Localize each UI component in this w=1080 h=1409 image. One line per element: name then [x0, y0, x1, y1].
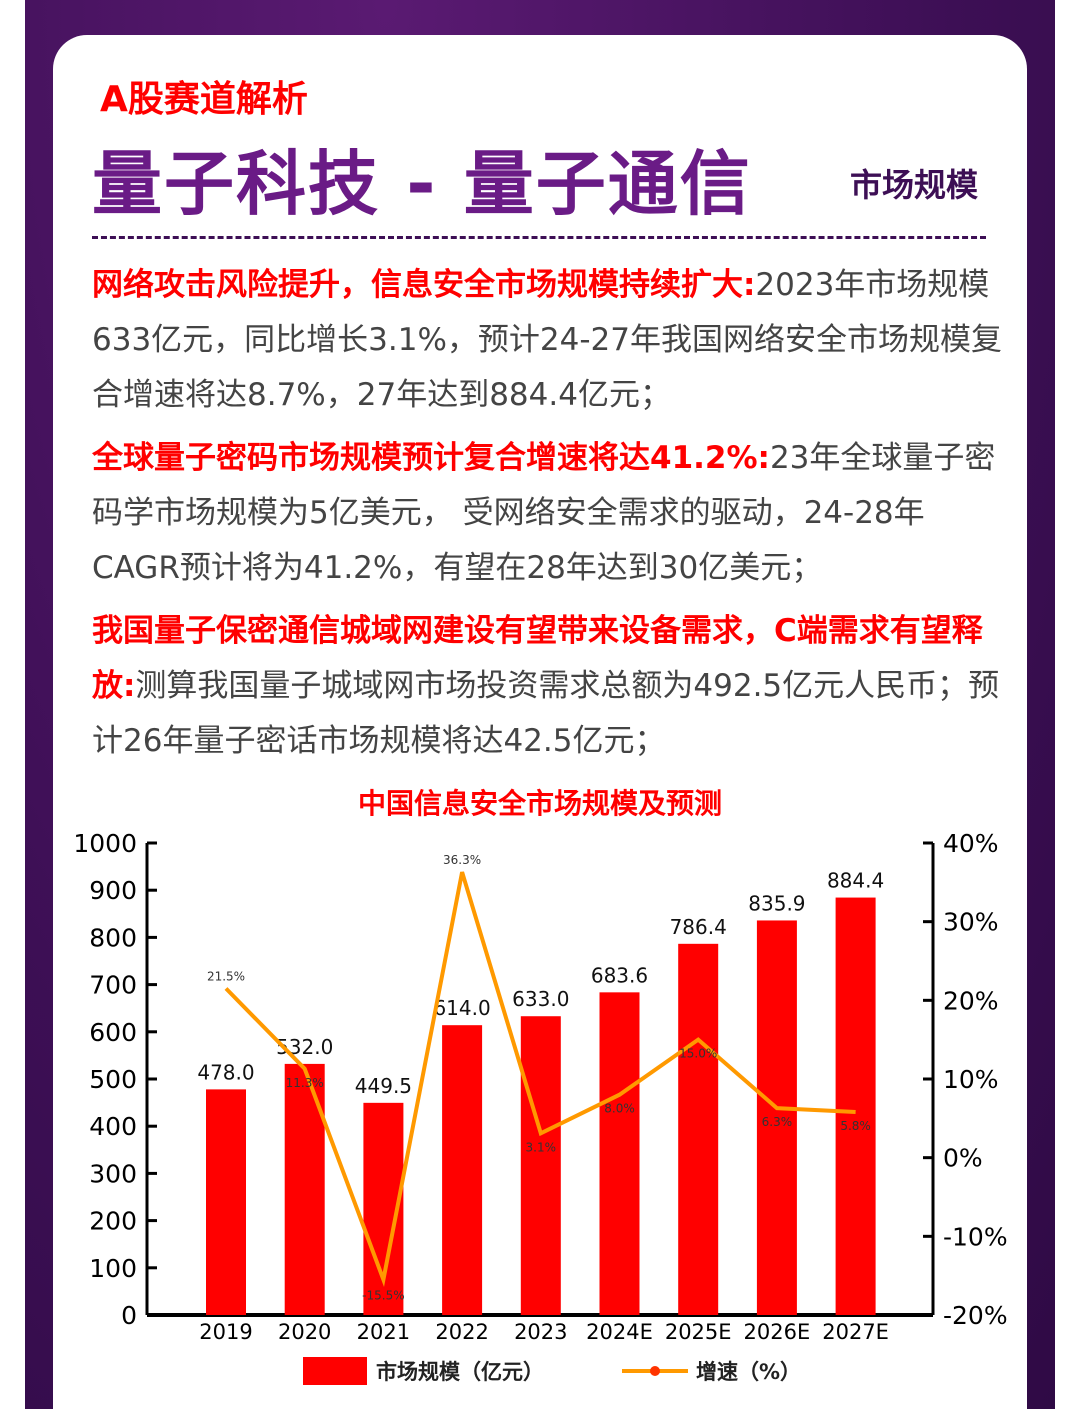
x-tick-label: 2027E [822, 1320, 889, 1344]
bar-value-label: 614.0 [433, 996, 490, 1020]
line-value-label: 15.0% [679, 1047, 717, 1061]
paragraph-text: 测算我国量子城域网市场投资需求总额为492.5亿元人民币；预计26年量子密话市场… [92, 668, 1000, 759]
category-tag: A股赛道解析 [100, 79, 308, 120]
y-tick-label: 700 [89, 971, 137, 1000]
chart-title: 中国信息安全市场规模及预测 [357, 787, 722, 820]
y2-tick-label: -10% [943, 1222, 1008, 1251]
page-subtitle: 市场规模 [850, 166, 979, 204]
line-value-label: 8.0% [604, 1102, 635, 1116]
bar [520, 1016, 561, 1315]
y-tick-label: 800 [89, 923, 137, 952]
bar [756, 920, 797, 1315]
y2-tick-label: 10% [943, 1065, 999, 1094]
y2-tick-label: 20% [943, 986, 999, 1015]
x-tick-label: 2021 [357, 1320, 410, 1344]
y-tick-label: 0 [121, 1301, 137, 1330]
bar-value-label: 683.6 [591, 963, 648, 987]
line-value-label: 21.5% [207, 970, 245, 984]
x-tick-label: 2026E [744, 1320, 811, 1344]
paragraph-2: 全球量子密码市场规模预计复合增速将达41.2%:23年全球量子密码学市场规模为5… [92, 431, 1012, 596]
paragraph-3: 我国量子保密通信城域网建设有望带来设备需求，C端需求有望释放:测算我国量子城域网… [92, 604, 1012, 769]
y2-tick-label: 30% [943, 908, 999, 937]
legend-line-label: 增速（%） [696, 1360, 801, 1384]
bar-value-label: 835.9 [748, 891, 805, 915]
bar-value-label: 633.0 [512, 987, 569, 1011]
y-tick-label: 500 [89, 1065, 137, 1094]
y-tick-label: 300 [89, 1159, 137, 1188]
bar [678, 943, 719, 1315]
paragraph-text: 2023年市场规模633亿元，同比增长3.1%，预计24-27年我国网络安全市场… [92, 267, 1003, 413]
legend-line-marker [650, 1366, 660, 1376]
x-tick-label: 2023 [514, 1320, 567, 1344]
line-value-label: 11.3% [286, 1076, 324, 1090]
bar-value-label: 478.0 [197, 1060, 254, 1084]
bar [206, 1089, 246, 1315]
y-tick-label: 200 [89, 1207, 137, 1236]
x-tick-label: 2022 [435, 1320, 488, 1344]
divider [92, 236, 986, 239]
paragraph-highlight: 网络攻击风险提升，信息安全市场规模持续扩大: [92, 267, 756, 303]
growth-line [224, 871, 856, 1287]
y2-tick-label: 40% [943, 829, 999, 858]
bar-value-label: 449.5 [355, 1074, 412, 1098]
bar [599, 992, 640, 1315]
bar-value-label: 786.4 [670, 915, 727, 939]
line-value-label: 3.1% [526, 1140, 557, 1154]
y-tick-label: 400 [89, 1112, 137, 1141]
y-tick-label: 1000 [73, 829, 137, 858]
y-tick-label: 600 [89, 1018, 137, 1047]
x-tick-label: 2024E [586, 1320, 653, 1344]
paragraph-text: 23年全球量子密码学市场规模为5亿美元， 受网络安全需求的驱动，24-28年CA… [92, 440, 996, 586]
legend-bar-swatch [303, 1357, 367, 1385]
bar [835, 897, 876, 1315]
line-value-label: 6.3% [762, 1115, 793, 1129]
paragraph-highlight: 我国量子保密通信城域网建设有望带来设备需求，C端需求有望释放: [92, 613, 983, 704]
paragraph-1: 网络攻击风险提升，信息安全市场规模持续扩大:2023年市场规模633亿元，同比增… [92, 258, 1012, 423]
y2-tick-label: 0% [943, 1144, 983, 1173]
page-title: 量子科技 - 量子通信 [92, 143, 752, 225]
y-tick-label: 900 [89, 876, 137, 905]
line-value-label: -15.5% [362, 1289, 404, 1303]
line-value-label: 5.8% [840, 1119, 871, 1133]
legend-bar-label: 市场规模（亿元） [376, 1360, 544, 1384]
y2-tick-label: -20% [943, 1301, 1008, 1330]
x-tick-label: 2020 [278, 1320, 331, 1344]
y-tick-label: 100 [89, 1254, 137, 1283]
x-tick-label: 2025E [665, 1320, 732, 1344]
bar [442, 1025, 483, 1315]
x-tick-label: 2019 [199, 1320, 252, 1344]
bar-value-label: 884.4 [827, 869, 884, 893]
line-value-label: 36.3% [443, 853, 481, 867]
paragraph-highlight: 全球量子密码市场规模预计复合增速将达41.2%: [92, 440, 770, 476]
